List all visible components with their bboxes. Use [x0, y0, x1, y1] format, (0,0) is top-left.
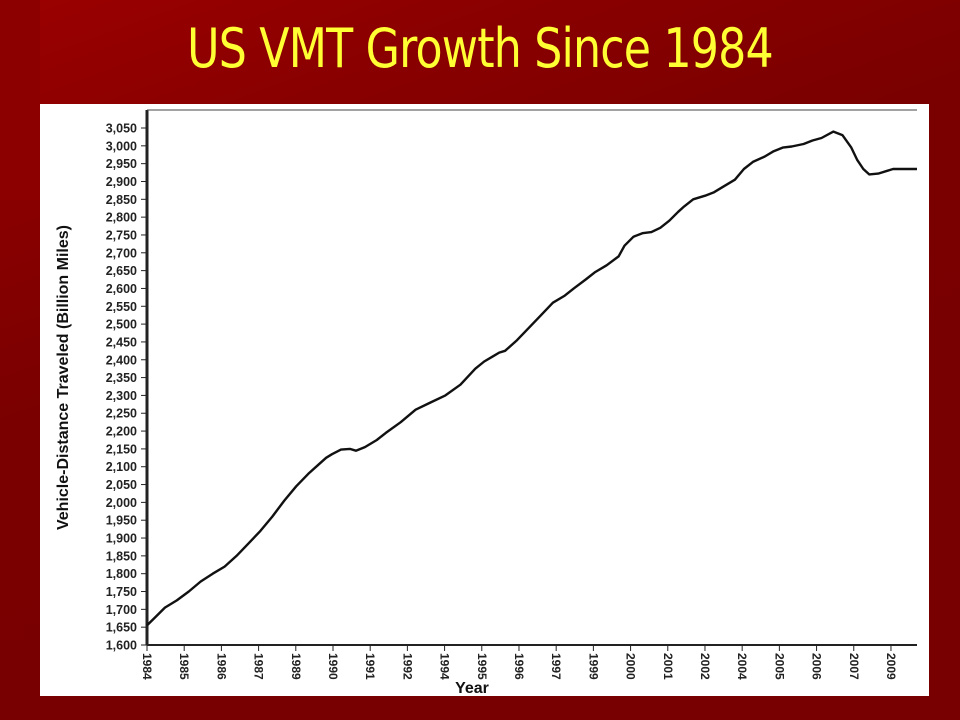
y-tick-label: 2,200: [106, 425, 137, 439]
x-tick-label: 1986: [214, 653, 228, 680]
y-tick-label: 2,600: [106, 282, 137, 296]
y-tick-label: 1,650: [106, 621, 137, 635]
x-tick-label: 1992: [400, 653, 414, 680]
y-tick-label: 2,000: [106, 496, 137, 510]
x-tick-label: 1991: [363, 653, 377, 680]
y-tick-label: 2,250: [106, 407, 137, 421]
y-tick-label: 2,550: [106, 300, 137, 314]
y-tick-label: 2,950: [106, 157, 137, 171]
x-tick-label: 1985: [177, 653, 191, 680]
y-tick-label: 2,300: [106, 389, 137, 403]
x-tick-label: 2009: [884, 653, 898, 680]
y-tick-label: 2,800: [106, 211, 137, 225]
slide-title: US VMT Growth Since 1984: [187, 17, 774, 80]
y-tick-label: 2,900: [106, 175, 137, 189]
x-tick-label: 1989: [289, 653, 303, 680]
x-tick-label: 1995: [475, 653, 489, 680]
y-tick-label: 2,400: [106, 353, 137, 367]
x-axis-ticks: 1984 1985 1986 1987 1989 1990 1991 1992 1994 1995…: [140, 645, 898, 680]
y-tick-label: 3,000: [106, 139, 137, 153]
y-tick-label: 1,700: [106, 603, 137, 617]
y-tick-label: 2,500: [106, 318, 137, 332]
x-tick-label: 2006: [810, 653, 824, 680]
series-line-vmt: [146, 130, 917, 627]
x-tick-label: 2007: [847, 653, 861, 680]
x-tick-label: 2005: [772, 653, 786, 680]
x-tick-label: 1999: [586, 653, 600, 680]
x-tick-label: 2000: [624, 653, 638, 680]
x-tick-label: 1996: [512, 653, 526, 680]
x-tick-label: 1990: [326, 653, 340, 680]
y-tick-label: 1,750: [106, 585, 137, 599]
y-tick-label: 1,950: [106, 514, 137, 528]
y-tick-label: 2,850: [106, 193, 137, 207]
y-axis-title: Vehicle-Distance Traveled (Billion Miles…: [55, 225, 72, 530]
y-tick-label: 2,050: [106, 478, 137, 492]
x-tick-label: 2001: [661, 653, 675, 680]
y-tick-label: 2,100: [106, 460, 137, 474]
y-tick-label: 1,800: [106, 567, 137, 581]
y-tick-label: 2,700: [106, 246, 137, 260]
y-tick-label: 2,450: [106, 335, 137, 349]
y-axis-ticks: 1,600 1,650 1,700 1,750 1,800 1,850 1,900 1,950…: [106, 122, 147, 653]
x-tick-label: 2004: [735, 653, 749, 680]
y-tick-label: 1,850: [106, 549, 137, 563]
y-tick-label: 2,350: [106, 371, 137, 385]
y-tick-label: 2,150: [106, 442, 137, 456]
y-tick-label: 1,900: [106, 532, 137, 546]
y-tick-label: 3,050: [106, 122, 137, 136]
vmt-line-chart: 1,600 1,650 1,700 1,750 1,800 1,850 1,900 1,950…: [55, 109, 917, 696]
x-tick-label: 1987: [252, 653, 266, 680]
x-tick-label: 1984: [140, 653, 154, 680]
x-tick-label: 1997: [549, 653, 563, 680]
x-tick-label: 2002: [698, 653, 712, 680]
y-tick-label: 1,600: [106, 639, 137, 653]
chart-panel: 1,600 1,650 1,700 1,750 1,800 1,850 1,900 1,950…: [40, 104, 929, 696]
x-axis-title: Year: [455, 680, 489, 696]
y-tick-label: 2,650: [106, 264, 137, 278]
x-tick-label: 1994: [438, 653, 452, 680]
y-tick-label: 2,750: [106, 228, 137, 242]
slide-background-accent: [0, 0, 40, 200]
